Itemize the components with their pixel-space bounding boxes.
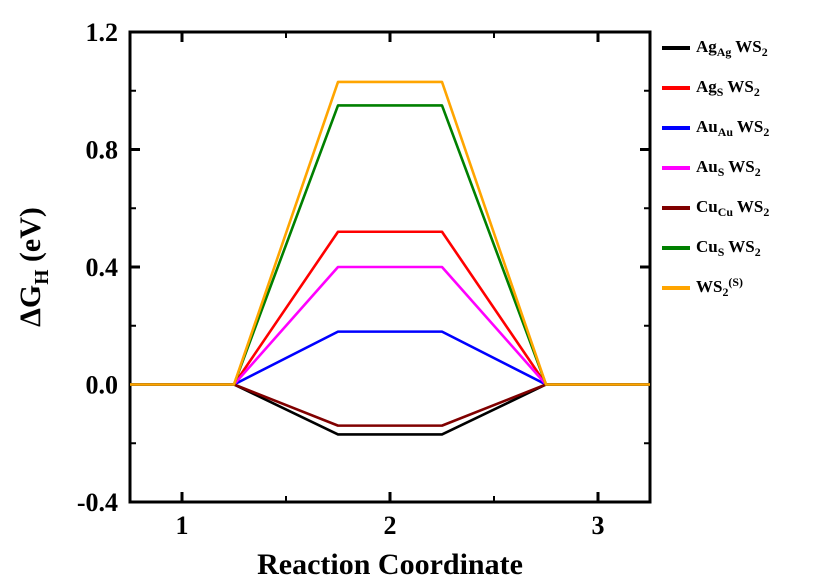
legend-label: CuS WS2: [696, 237, 761, 259]
ytick-label: 0.8: [86, 136, 119, 165]
legend-label: AuS WS2: [696, 157, 761, 179]
x-axis-label: Reaction Coordinate: [257, 548, 523, 581]
free-energy-chart: 123-0.40.00.40.81.2Reaction CoordinateΔG…: [0, 0, 824, 586]
legend-label: AuAu WS2: [696, 117, 769, 139]
legend-label: AgS WS2: [696, 77, 760, 99]
ytick-label: -0.4: [77, 488, 118, 517]
legend-label: CuCu WS2: [696, 197, 769, 219]
legend-label: AgAg WS2: [696, 37, 768, 59]
ytick-label: 0.4: [86, 253, 119, 282]
xtick-label: 3: [592, 511, 605, 540]
ytick-label: 0.0: [86, 371, 119, 400]
ytick-label: 1.2: [86, 18, 119, 47]
xtick-label: 1: [176, 511, 189, 540]
xtick-label: 2: [384, 511, 397, 540]
